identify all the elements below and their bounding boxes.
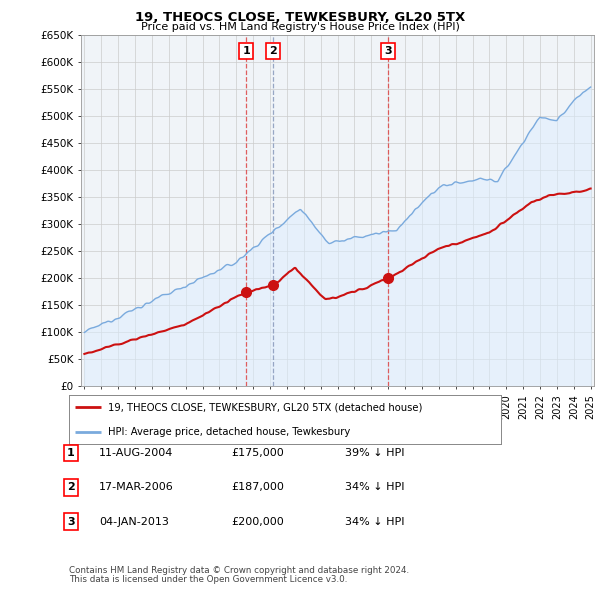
Text: 04-JAN-2013: 04-JAN-2013: [99, 517, 169, 526]
Text: 34% ↓ HPI: 34% ↓ HPI: [345, 483, 404, 492]
Text: Contains HM Land Registry data © Crown copyright and database right 2024.: Contains HM Land Registry data © Crown c…: [69, 566, 409, 575]
Text: 39% ↓ HPI: 39% ↓ HPI: [345, 448, 404, 458]
Text: 17-MAR-2006: 17-MAR-2006: [99, 483, 174, 492]
Text: £187,000: £187,000: [231, 483, 284, 492]
Text: 19, THEOCS CLOSE, TEWKESBURY, GL20 5TX (detached house): 19, THEOCS CLOSE, TEWKESBURY, GL20 5TX (…: [108, 402, 422, 412]
Text: 1: 1: [242, 46, 250, 56]
Text: 2: 2: [67, 483, 74, 492]
Text: 34% ↓ HPI: 34% ↓ HPI: [345, 517, 404, 526]
Text: 2: 2: [269, 46, 277, 56]
Text: Price paid vs. HM Land Registry's House Price Index (HPI): Price paid vs. HM Land Registry's House …: [140, 22, 460, 32]
Text: 3: 3: [67, 517, 74, 526]
Text: 1: 1: [67, 448, 74, 458]
Text: 11-AUG-2004: 11-AUG-2004: [99, 448, 173, 458]
Text: 19, THEOCS CLOSE, TEWKESBURY, GL20 5TX: 19, THEOCS CLOSE, TEWKESBURY, GL20 5TX: [135, 11, 465, 24]
Text: This data is licensed under the Open Government Licence v3.0.: This data is licensed under the Open Gov…: [69, 575, 347, 584]
Text: HPI: Average price, detached house, Tewkesbury: HPI: Average price, detached house, Tewk…: [108, 427, 350, 437]
Text: 3: 3: [385, 46, 392, 56]
Text: £175,000: £175,000: [231, 448, 284, 458]
Text: £200,000: £200,000: [231, 517, 284, 526]
